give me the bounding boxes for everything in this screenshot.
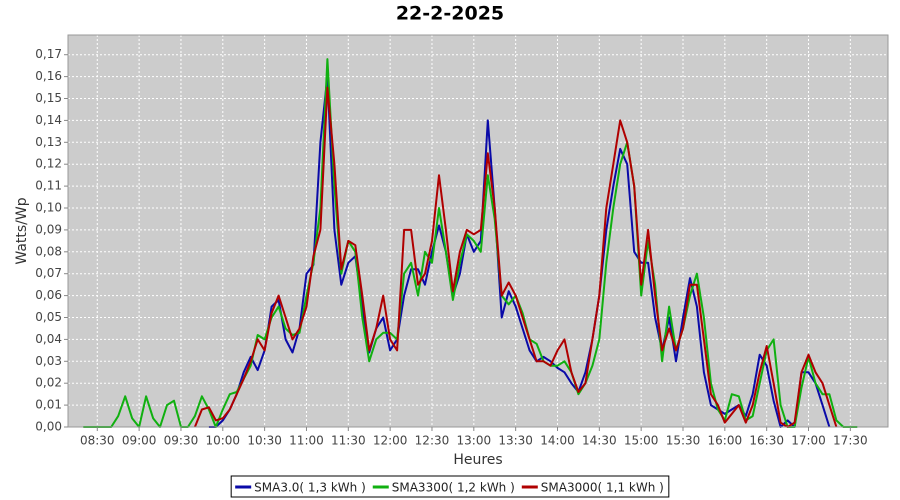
y-tick-label: 0,10 xyxy=(35,201,62,215)
y-tick-label: 0,13 xyxy=(35,135,62,149)
grid xyxy=(68,35,888,428)
x-tick-label: 14:30 xyxy=(582,434,617,448)
y-tick-label: 0,17 xyxy=(35,47,62,61)
x-tick-label: 16:30 xyxy=(749,434,784,448)
y-tick-label: 0,06 xyxy=(35,288,62,302)
y-tick-label: 0,15 xyxy=(35,91,62,105)
x-tick-label: 16:00 xyxy=(708,434,743,448)
legend: SMA3.0( 1,3 kWh ) SMA3300( 1,2 kWh ) SMA30… xyxy=(230,475,670,498)
y-tick-label: 0,14 xyxy=(35,113,62,127)
x-tick-label: 10:30 xyxy=(247,434,282,448)
x-tick-label: 11:30 xyxy=(331,434,366,448)
y-tick-label: 0,02 xyxy=(35,376,62,390)
x-tick-label: 09:00 xyxy=(122,434,157,448)
y-tick-label: 0,04 xyxy=(35,332,62,346)
y-tick-label: 0,01 xyxy=(35,398,62,412)
y-tick-label: 0,16 xyxy=(35,69,62,83)
y-tick-label: 0,11 xyxy=(35,179,62,193)
series-line xyxy=(193,86,838,428)
y-tick-label: 0,00 xyxy=(35,420,62,434)
x-tick-label: 11:00 xyxy=(289,434,324,448)
lines xyxy=(83,58,858,428)
legend-label: SMA3000( 1,1 kWh ) xyxy=(541,481,664,495)
x-tick-label: 09:30 xyxy=(164,434,199,448)
y-tick-label: 0,07 xyxy=(35,266,62,280)
x-tick-label: 15:00 xyxy=(624,434,659,448)
x-tick-label: 15:30 xyxy=(666,434,701,448)
series-line xyxy=(83,58,858,428)
legend-box xyxy=(230,475,670,498)
legend-label: SMA3300( 1,2 kWh ) xyxy=(392,481,515,495)
y-tick-label: 0,03 xyxy=(35,354,62,368)
x-tick-label: 12:30 xyxy=(415,434,450,448)
x-tick-label: 08:30 xyxy=(80,434,115,448)
y-tick-label: 0,08 xyxy=(35,244,62,258)
chart-title: 22-2-2025 xyxy=(396,3,504,25)
x-axis-label: Heures xyxy=(453,452,502,468)
y-tick-label: 0,05 xyxy=(35,310,62,324)
x-tick-label: 10:00 xyxy=(205,434,240,448)
x-tick-label: 13:00 xyxy=(457,434,492,448)
x-tick-label: 13:30 xyxy=(498,434,533,448)
y-tick-label: 0,09 xyxy=(35,222,62,236)
x-tick-label: 12:00 xyxy=(373,434,408,448)
legend-label: SMA3.0( 1,3 kWh ) xyxy=(254,481,366,495)
plot-border xyxy=(67,34,889,428)
x-tick-label: 14:00 xyxy=(540,434,575,448)
x-tick-label: 17:00 xyxy=(791,434,826,448)
y-axis-label: Watts/Wp xyxy=(14,197,30,264)
x-tick-label: 17:30 xyxy=(833,434,868,448)
y-tick-label: 0,12 xyxy=(35,157,62,171)
